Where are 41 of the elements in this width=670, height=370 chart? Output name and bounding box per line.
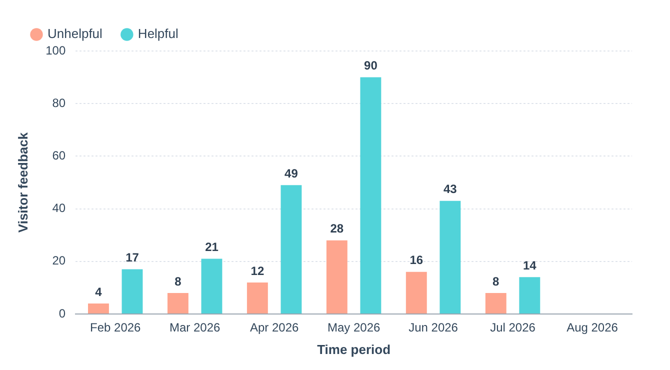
data-label: 17 (126, 250, 140, 265)
legend-label: Unhelpful (48, 26, 103, 42)
legend-label: Helpful (138, 26, 179, 42)
y-tick-label: 20 (52, 254, 66, 268)
data-label: 16 (410, 253, 424, 268)
data-label: 12 (250, 264, 264, 278)
x-tick-label: Apr 2026 (250, 320, 300, 335)
y-tick-label: 60 (52, 148, 66, 163)
bar (246, 282, 268, 314)
x-tick-label: May 2026 (327, 320, 380, 335)
x-tick-label: Mar 2026 (169, 320, 221, 335)
bar (326, 240, 348, 314)
y-tick-label: 80 (52, 96, 66, 110)
y-tick-label: 0 (58, 306, 66, 320)
bar (360, 77, 382, 314)
y-tick-label: 40 (52, 201, 66, 216)
x-tick-label: Feb 2026 (90, 320, 142, 335)
data-label: 8 (174, 274, 182, 288)
data-label: 4 (95, 284, 102, 299)
bar (167, 292, 188, 314)
bar (440, 200, 461, 314)
data-label: 8 (492, 274, 500, 288)
bar (519, 277, 540, 314)
data-label: 90 (364, 58, 378, 73)
bar (280, 185, 302, 314)
data-label: 28 (330, 222, 344, 236)
data-label: 43 (444, 182, 458, 196)
x-tick-label: Aug 2026 (566, 320, 618, 335)
bar (201, 258, 222, 314)
x-axis-title: Time period (317, 342, 391, 357)
x-tick-label: Jul 2026 (490, 320, 536, 335)
bar (406, 272, 427, 314)
data-label: 14 (522, 258, 537, 272)
data-label: 21 (205, 240, 219, 254)
bar (485, 292, 506, 314)
y-tick-label: 100 (46, 43, 66, 58)
data-label: 49 (284, 166, 298, 180)
bar (88, 303, 109, 314)
y-axis-title: Visitor feedback (15, 132, 30, 233)
x-tick-label: Jun 2026 (408, 320, 458, 335)
bar (122, 269, 143, 314)
